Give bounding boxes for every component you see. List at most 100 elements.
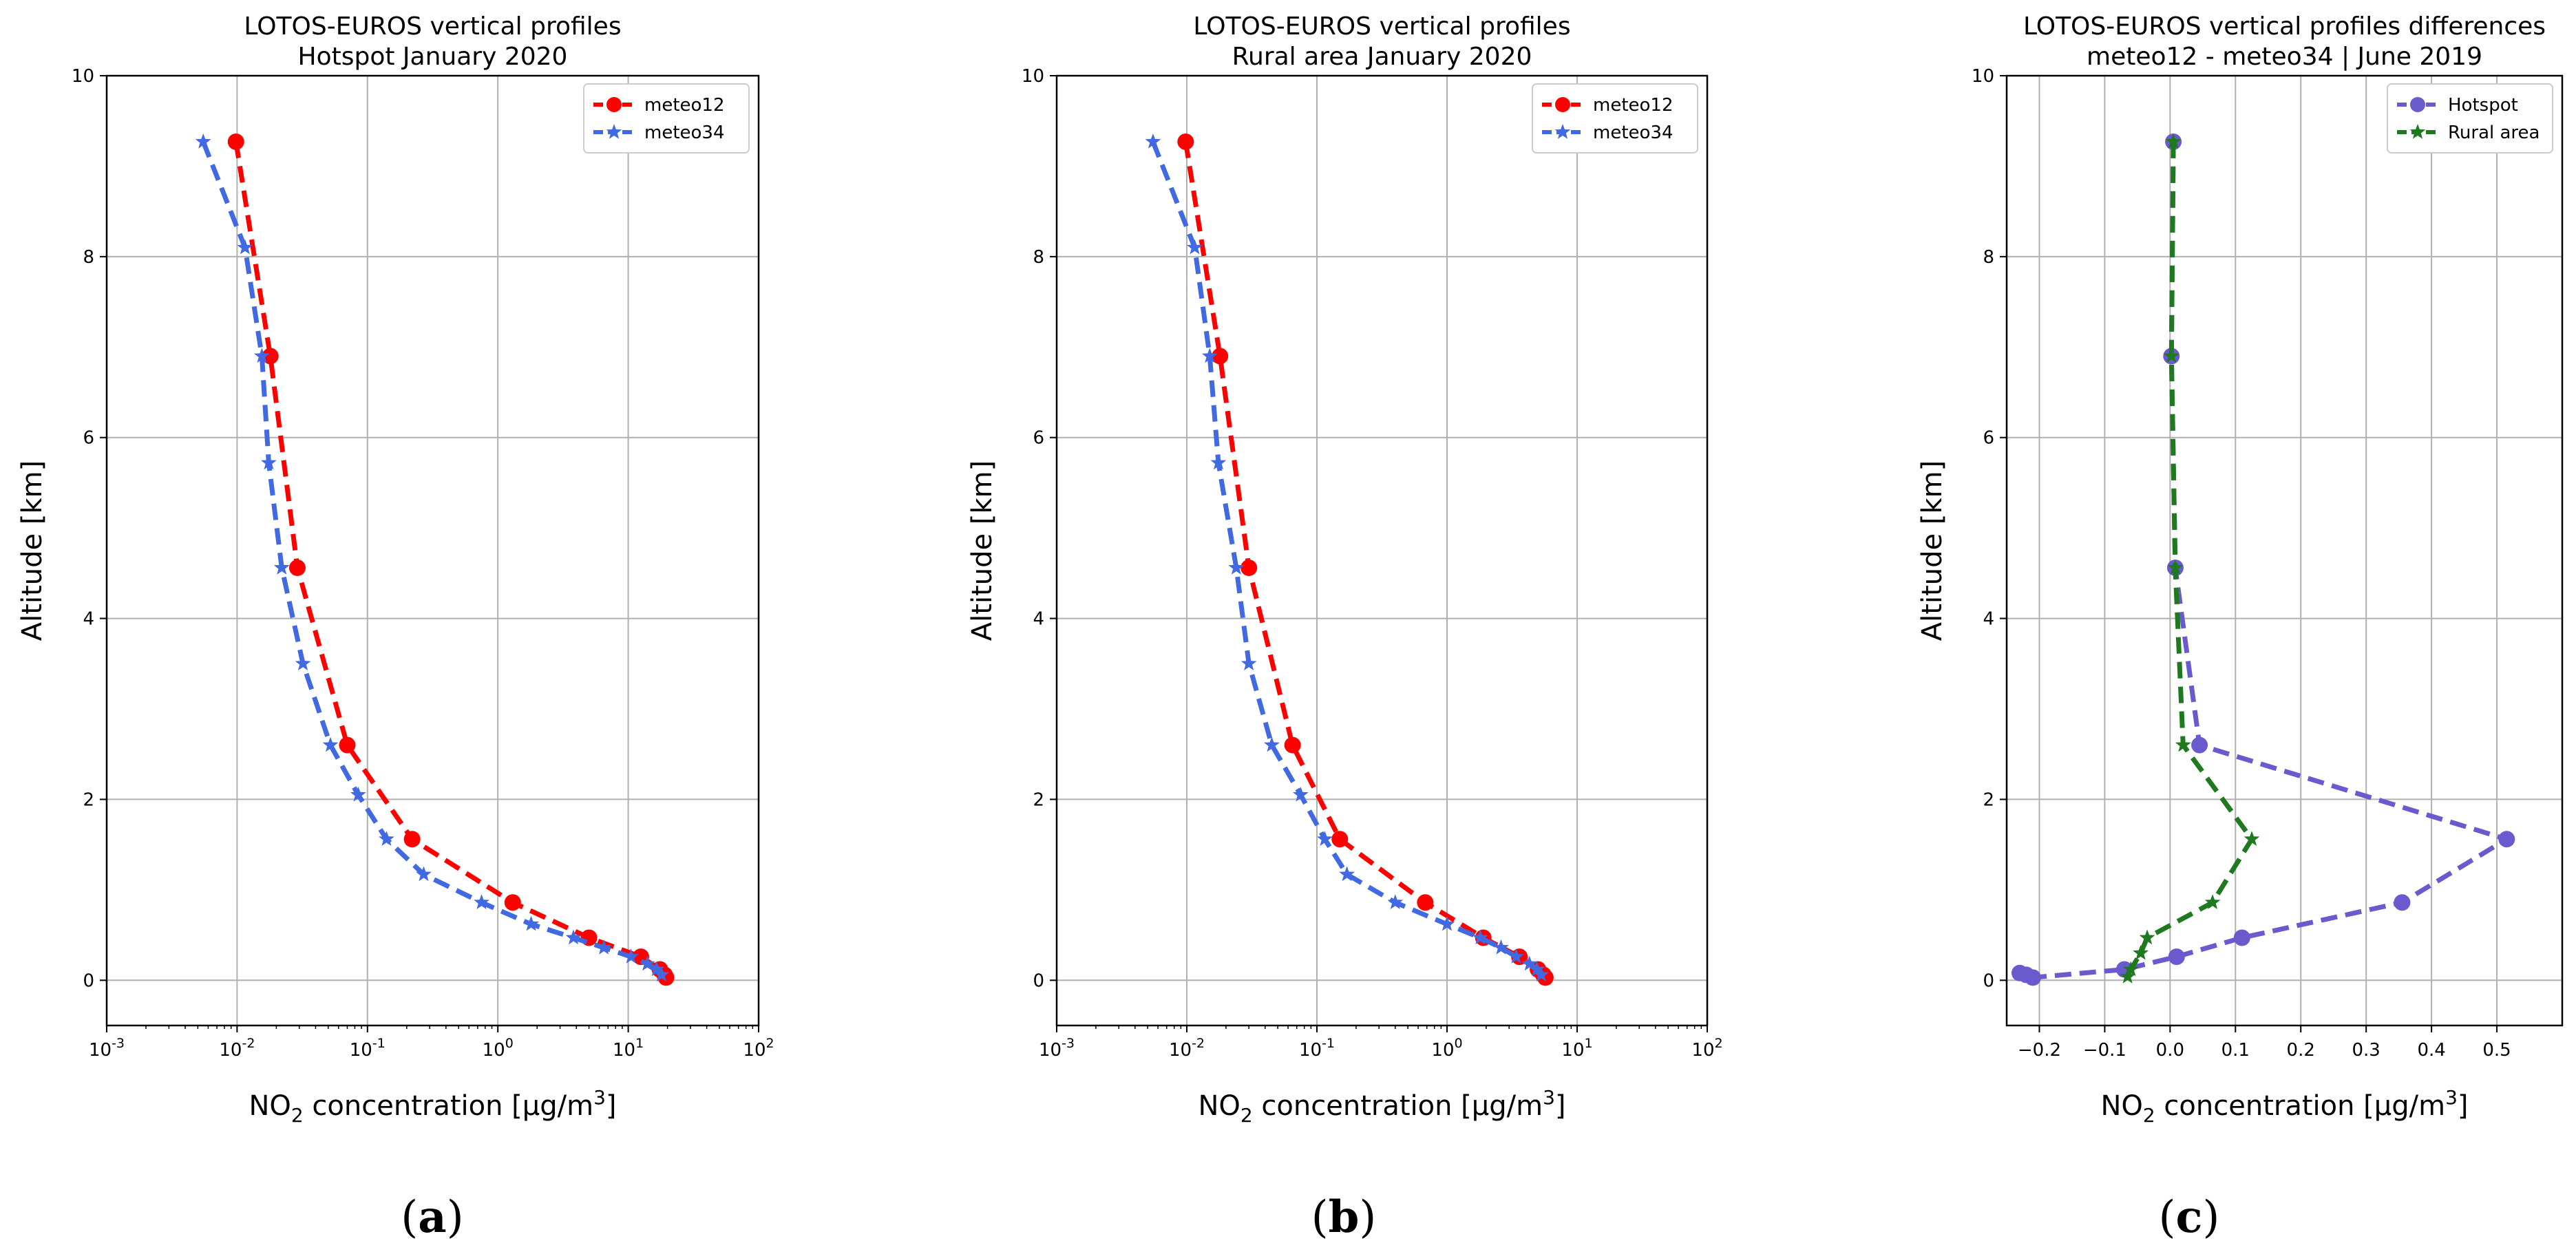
panel-label: (b): [1311, 1191, 1377, 1243]
plot-frame: [105, 74, 760, 1027]
x-tick-label: 10-2: [219, 1036, 255, 1061]
panel-label: (c): [2159, 1191, 2220, 1243]
series-line: [1183, 141, 1548, 979]
data-point: [2191, 736, 2208, 754]
data-point: [1201, 348, 1218, 363]
y-tick-label: 6: [1983, 428, 1994, 449]
data-point: [2167, 560, 2184, 575]
data-point: [623, 948, 639, 964]
legend-marker: [1554, 124, 1571, 139]
chart-title-line: LOTOS-EUROS vertical profiles: [244, 12, 621, 41]
data-point: [2133, 944, 2149, 960]
x-tick-label: −0.1: [2083, 1040, 2126, 1061]
data-point: [1264, 736, 1280, 752]
data-point: [1228, 560, 1245, 575]
data-point: [2498, 831, 2515, 848]
data-point: [1241, 559, 1258, 576]
legend-marker: [606, 124, 622, 139]
data-point: [1521, 955, 1538, 971]
legend-label: meteo34: [644, 123, 725, 143]
legend-marker: [606, 97, 622, 112]
x-axis-label: NO2 concentration [μg/m3]: [1198, 1086, 1565, 1127]
y-tick-label: 6: [1033, 428, 1044, 449]
data-point: [227, 133, 244, 150]
data-point: [2175, 736, 2191, 752]
series-line: [233, 141, 668, 979]
series-line: [2125, 141, 2255, 978]
x-tick-label: 10-1: [350, 1036, 386, 1061]
data-point: [1508, 948, 1524, 964]
data-point: [474, 894, 489, 909]
data-point: [565, 929, 582, 945]
series-line: [200, 140, 664, 977]
data-point: [1145, 133, 1161, 149]
x-tick-label: 0.1: [2221, 1040, 2250, 1061]
data-point: [262, 348, 279, 365]
legend-label: Rural area: [2448, 123, 2540, 143]
panel-a: 10-3 10-2 10-1 100 101 102 0 2 4 6 8 10 LOTOS-EUROS …: [17, 12, 774, 1243]
x-tick-label: 10-2: [1169, 1036, 1205, 1061]
x-tick-label: 10-3: [89, 1036, 125, 1061]
data-point: [350, 786, 366, 802]
data-point: [595, 939, 612, 955]
data-point: [2204, 894, 2221, 909]
y-tick-label: 2: [1983, 789, 1994, 810]
data-point: [639, 955, 655, 971]
y-tick-label: 8: [1983, 247, 1994, 268]
legend-label: meteo12: [1593, 95, 1674, 116]
data-point: [523, 915, 539, 931]
data-point: [1331, 831, 1349, 848]
x-axis-label: NO2 concentration [μg/m3]: [249, 1086, 616, 1127]
chart-title-line: LOTOS-EUROS vertical profiles: [1193, 12, 1570, 41]
data-point: [2233, 929, 2250, 946]
series-meteo34: [1145, 133, 1550, 982]
y-tick-label: 2: [1033, 789, 1044, 810]
data-point: [261, 454, 277, 470]
legend: meteo12 meteo34: [583, 83, 750, 153]
legend-label: meteo34: [1593, 123, 1674, 143]
legend-box: [2387, 83, 2553, 153]
data-point: [288, 559, 306, 576]
data-point: [2163, 348, 2179, 363]
legend-marker: [1555, 97, 1570, 112]
x-axis-label: NO2 concentration [μg/m3]: [2100, 1086, 2468, 1127]
series-line: [1150, 140, 1543, 977]
legend: Hotspot Rural area: [2387, 83, 2553, 153]
data-point: [379, 831, 394, 846]
y-axis-label: Altitude [km]: [967, 460, 998, 641]
legend-label: Hotspot: [2448, 95, 2518, 116]
data-point: [1212, 348, 1229, 365]
y-axis-label: Altitude [km]: [1917, 460, 1948, 641]
data-point: [237, 239, 253, 255]
data-point: [504, 894, 521, 911]
x-tick-label: 102: [743, 1036, 774, 1061]
data-point: [273, 560, 290, 575]
data-point: [2168, 948, 2185, 966]
chart-title-line: LOTOS-EUROS vertical profiles difference…: [2023, 12, 2546, 41]
y-tick-label: 6: [83, 428, 94, 449]
series-meteo34: [195, 133, 670, 982]
legend-box: [583, 83, 750, 153]
data-point: [653, 966, 670, 982]
chart-title-line: Hotspot January 2020: [298, 43, 568, 71]
series-line: [2019, 141, 2513, 980]
plot-frame: [1055, 74, 1709, 1027]
y-tick-label: 8: [83, 247, 94, 268]
y-tick-label: 0: [1033, 970, 1044, 991]
y-tick-label: 8: [1033, 247, 1044, 268]
data-point: [1210, 454, 1227, 470]
x-tick-label: 0.2: [2287, 1040, 2315, 1061]
x-tick-label: 100: [483, 1036, 514, 1061]
y-tick-label: 10: [1972, 66, 1994, 87]
x-tick-label: 0.5: [2482, 1040, 2511, 1061]
data-point: [2244, 831, 2260, 846]
x-tick-label: 0.4: [2417, 1040, 2445, 1061]
legend-marker: [2409, 124, 2426, 139]
y-axis-label: Altitude [km]: [17, 460, 48, 641]
y-tick-label: 4: [1983, 609, 1994, 630]
data-point: [2139, 929, 2155, 945]
legend-marker: [2410, 97, 2425, 112]
legend-box: [1532, 83, 1698, 153]
y-tick-label: 10: [1022, 66, 1044, 87]
